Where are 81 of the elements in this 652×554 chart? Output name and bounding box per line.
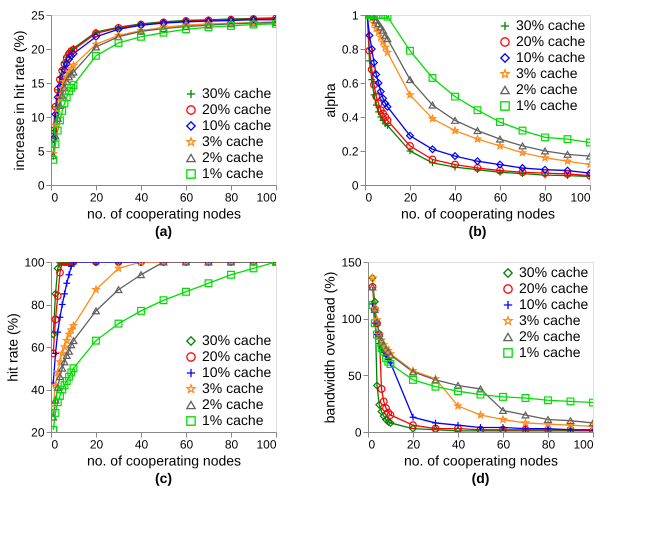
x-axis-title: no. of cooperating nodes bbox=[400, 206, 556, 222]
legend-label: 2% cache bbox=[516, 81, 578, 97]
y-tick-label: 0.6 bbox=[342, 76, 359, 90]
legend-label: 30% cache bbox=[516, 17, 586, 33]
y-axis-title: increase in hit rate (%) bbox=[11, 30, 28, 171]
y-tick-label: 100 bbox=[24, 256, 45, 270]
legend-label: 10% cache bbox=[519, 296, 588, 312]
y-tick-label: 15 bbox=[31, 76, 45, 90]
legend-label: 2% cache bbox=[202, 149, 264, 165]
x-axis-title: no. of cooperating nodes bbox=[86, 452, 242, 468]
legend-label: 3% cache bbox=[202, 133, 264, 149]
y-tick-label: 60 bbox=[31, 340, 45, 354]
x-axis-title: no. of cooperating nodes bbox=[86, 206, 242, 222]
legend-label: 30% cache bbox=[202, 332, 272, 348]
y-tick-label: 150 bbox=[341, 256, 362, 270]
x-tick-label: 40 bbox=[134, 438, 148, 452]
y-tick-label: 5 bbox=[38, 144, 45, 158]
legend-label: 1% cache bbox=[516, 97, 578, 113]
x-tick-label: 80 bbox=[224, 438, 238, 452]
x-tick-label: 40 bbox=[452, 438, 466, 452]
x-tick-label: 40 bbox=[448, 190, 462, 204]
y-tick-label: 1 bbox=[352, 8, 359, 22]
x-tick-label: 80 bbox=[224, 190, 238, 204]
y-axis-title: alpha bbox=[322, 83, 338, 118]
y-tick-label: 0.2 bbox=[342, 144, 359, 158]
x-tick-label: 0 bbox=[52, 438, 58, 452]
y-axis-title: bandwidth overhead (%) bbox=[321, 272, 338, 424]
y-tick-label: 0.8 bbox=[342, 42, 359, 56]
legend-label: 3% cache bbox=[202, 380, 264, 396]
text: (d) bbox=[472, 470, 490, 486]
x-tick-label: 60 bbox=[494, 190, 508, 204]
legend-label: 10% cache bbox=[516, 49, 586, 65]
x-tick-label: 40 bbox=[134, 190, 148, 204]
x-tick-label: 100 bbox=[570, 190, 591, 204]
y-tick-label: 0 bbox=[352, 178, 359, 192]
legend-label: 2% cache bbox=[519, 328, 581, 344]
y-tick-label: 20 bbox=[31, 426, 45, 440]
x-tick-label: 80 bbox=[538, 190, 552, 204]
y-tick-label: 40 bbox=[31, 383, 45, 397]
y-tick-label: 0 bbox=[354, 426, 362, 440]
y-tick-label: 100 bbox=[341, 312, 362, 326]
y-tick-label: 0.4 bbox=[342, 110, 359, 124]
text: (b) bbox=[468, 223, 486, 239]
legend-label: 30% cache bbox=[519, 264, 588, 280]
legend-label: 1% cache bbox=[202, 165, 264, 181]
x-tick-label: 0 bbox=[368, 438, 376, 452]
x-tick-label: 80 bbox=[542, 438, 556, 452]
legend-label: 1% cache bbox=[519, 344, 581, 360]
legend-label: 20% cache bbox=[519, 280, 588, 296]
x-tick-label: 20 bbox=[90, 438, 104, 452]
x-tick-label: 0 bbox=[366, 190, 372, 204]
y-tick-label: 50 bbox=[348, 368, 362, 383]
legend-label: 10% cache bbox=[202, 117, 272, 133]
legend-label: 20% cache bbox=[202, 101, 272, 117]
x-tick-label: 20 bbox=[406, 438, 420, 452]
text: (a) bbox=[154, 223, 172, 239]
y-axis-title: hit rate (%) bbox=[4, 313, 20, 382]
legend-label: 3% cache bbox=[519, 312, 581, 328]
x-tick-label: 20 bbox=[90, 190, 104, 204]
x-tick-label: 100 bbox=[573, 438, 594, 452]
x-tick-label: 60 bbox=[180, 438, 194, 452]
x-tick-label: 100 bbox=[256, 438, 277, 452]
x-tick-label: 100 bbox=[256, 190, 277, 204]
y-tick-label: 0 bbox=[38, 178, 45, 192]
y-tick-label: 25 bbox=[31, 8, 45, 22]
legend-label: 20% cache bbox=[202, 348, 272, 364]
legend-label: 2% cache bbox=[202, 396, 264, 412]
legend-label: 20% cache bbox=[516, 33, 586, 49]
x-axis-title: no. of cooperating nodes bbox=[404, 452, 558, 468]
x-tick-label: 0 bbox=[52, 190, 58, 204]
x-tick-label: 20 bbox=[404, 190, 418, 204]
text: (c) bbox=[154, 470, 172, 486]
legend-label: 3% cache bbox=[516, 65, 578, 81]
x-tick-label: 60 bbox=[180, 190, 194, 204]
legend-label: 10% cache bbox=[202, 364, 272, 380]
legend-label: 1% cache bbox=[202, 412, 264, 428]
legend-label: 30% cache bbox=[202, 85, 272, 101]
y-tick-label: 80 bbox=[31, 298, 45, 312]
y-tick-label: 10 bbox=[31, 110, 45, 124]
y-tick-label: 20 bbox=[31, 42, 45, 56]
x-tick-label: 60 bbox=[496, 438, 510, 452]
